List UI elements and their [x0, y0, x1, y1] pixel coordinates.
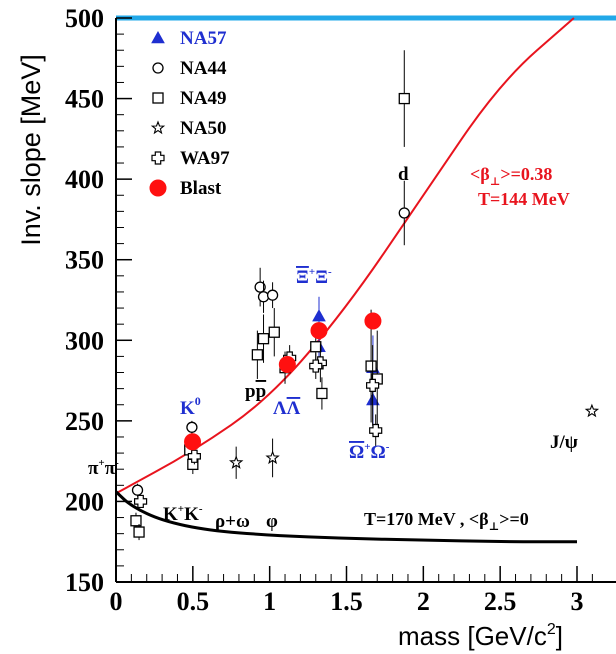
- x-tick-label: 1: [263, 587, 276, 616]
- triangle-marker: [151, 30, 165, 44]
- y-tick-label: 400: [65, 165, 104, 194]
- label-kaon-charged: K+K-: [163, 503, 203, 525]
- black-curve-label: T=170 MeV , <β⊥>=0: [364, 509, 529, 533]
- blast-marker: [364, 312, 382, 330]
- red-curve-label-1: <β⊥>=0.38: [470, 164, 552, 188]
- square-marker: [316, 387, 328, 400]
- blast-marker: [149, 179, 167, 197]
- x-tick-label: 0.5: [177, 587, 210, 616]
- square-marker: [130, 515, 142, 527]
- y-tick-label: 150: [65, 568, 104, 597]
- star-marker: [229, 455, 244, 469]
- star-marker: [584, 403, 600, 418]
- cross-marker: [151, 151, 165, 165]
- y-axis-title: Inv. slope [MeV]: [16, 54, 46, 246]
- cross-marker: [187, 449, 201, 463]
- series-na50: [229, 403, 600, 479]
- star-marker: [150, 120, 166, 135]
- y-tick-label: 450: [65, 85, 104, 114]
- series-wa97: [133, 343, 383, 509]
- red-curve-label-2: T=144 MeV: [478, 189, 570, 209]
- x-axis-title-main: mass [GeV/c: [398, 621, 547, 651]
- label-omega: Ω+Ω-: [349, 441, 390, 463]
- x-tick-label: 1.5: [330, 587, 363, 616]
- circle-marker: [266, 289, 279, 301]
- blast-marker: [184, 433, 202, 451]
- legend-label: NA49: [180, 88, 226, 109]
- square-marker: [133, 526, 145, 538]
- square-marker: [251, 349, 264, 361]
- y-tick-label: 250: [65, 407, 104, 436]
- label-deuteron: d: [398, 164, 409, 185]
- legend-label: NA50: [180, 118, 226, 139]
- cross-marker: [366, 378, 380, 393]
- series-na44: [131, 180, 410, 497]
- x-tick-label: 2: [417, 587, 430, 616]
- square-marker: [257, 333, 270, 345]
- legend: NA57 NA44 NA49 NA50 WA97 Blast: [149, 28, 230, 199]
- data-points: [130, 50, 600, 541]
- label-proton: pp: [245, 381, 266, 402]
- legend-label: NA44: [180, 58, 227, 79]
- circle-marker: [254, 281, 266, 293]
- label-rho-omega: ρ+ω: [215, 511, 250, 532]
- series-blast: [184, 312, 382, 451]
- y-tick-label: 350: [65, 246, 104, 275]
- circle-marker: [152, 62, 164, 74]
- legend-label: Blast: [180, 178, 222, 199]
- square-marker: [398, 92, 410, 105]
- label-lambda: ΛΛ: [273, 398, 301, 419]
- square-marker: [365, 360, 377, 372]
- label-k0: K0: [180, 394, 201, 419]
- cross-marker: [309, 359, 323, 373]
- blast-marker: [310, 322, 328, 340]
- circle-marker: [131, 484, 144, 496]
- legend-label: WA97: [180, 148, 230, 169]
- square-marker: [310, 341, 322, 353]
- triangle-marker: [312, 309, 326, 322]
- square-marker: [152, 92, 164, 104]
- legend-label: NA57: [180, 28, 227, 49]
- circle-marker: [257, 291, 270, 303]
- label-phi: φ: [266, 511, 278, 532]
- x-tick-label: 2.5: [484, 587, 517, 616]
- circle-marker: [398, 207, 410, 219]
- label-pion: π+π-: [88, 457, 119, 479]
- y-tick-label: 500: [65, 4, 104, 33]
- y-tick-label: 300: [65, 326, 104, 355]
- star-marker: [265, 450, 280, 465]
- axes: 0 0.5 1 1.5 2 2.5 3 150 200 250 300 350 400 450 500: [65, 4, 593, 616]
- x-axis-title-end: ]: [556, 621, 563, 651]
- cross-marker: [133, 494, 148, 509]
- y-tick-label: 200: [65, 487, 104, 516]
- circle-marker: [186, 421, 198, 433]
- label-jpsi: J/ψ: [550, 432, 578, 453]
- square-marker: [268, 326, 280, 338]
- x-tick-label: 0: [110, 587, 123, 616]
- x-axis-title: mass [GeV/c2]: [398, 621, 563, 651]
- cross-marker: [369, 423, 383, 438]
- blast-marker: [278, 355, 296, 373]
- x-axis-title-sup: 2: [547, 621, 556, 638]
- label-xi: Ξ+Ξ-: [296, 266, 332, 288]
- x-tick-label: 3: [571, 587, 584, 616]
- plot-frame: [115, 15, 616, 583]
- thermal-curve: [114, 490, 577, 544]
